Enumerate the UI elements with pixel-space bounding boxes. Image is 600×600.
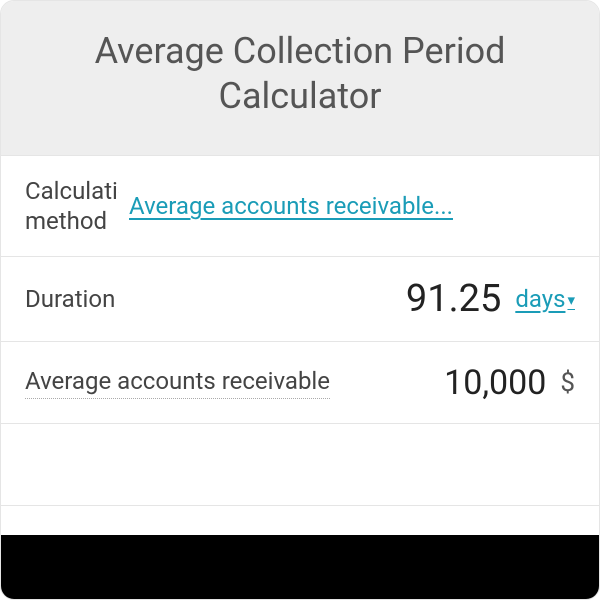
label-avg-ar: Average accounts receivable [25,366,330,399]
currency-symbol: $ [560,368,575,398]
calculator-card: Average Collection Period Calculator Cal… [0,0,600,600]
row-duration: Duration 91.25 days ▾ [1,257,599,342]
chevron-down-icon: ▾ [567,291,575,309]
bottom-overlay [1,535,599,599]
duration-value[interactable]: 91.25 [406,277,501,321]
row-partial [1,424,599,506]
duration-unit-select[interactable]: days ▾ [515,285,575,313]
label-duration: Duration [25,284,115,314]
row-avg-ar: Average accounts receivable 10,000 $ [1,342,599,424]
duration-unit-label: days [515,285,565,313]
row-calculation-method: Calculation method Average accounts rece… [1,156,599,257]
avg-ar-value[interactable]: 10,000 [444,363,546,403]
label-method: Calculation method [25,176,119,236]
card-header: Average Collection Period Calculator [1,1,599,156]
method-select-link[interactable]: Average accounts receivable... [129,192,575,220]
page-title: Average Collection Period Calculator [25,29,575,119]
